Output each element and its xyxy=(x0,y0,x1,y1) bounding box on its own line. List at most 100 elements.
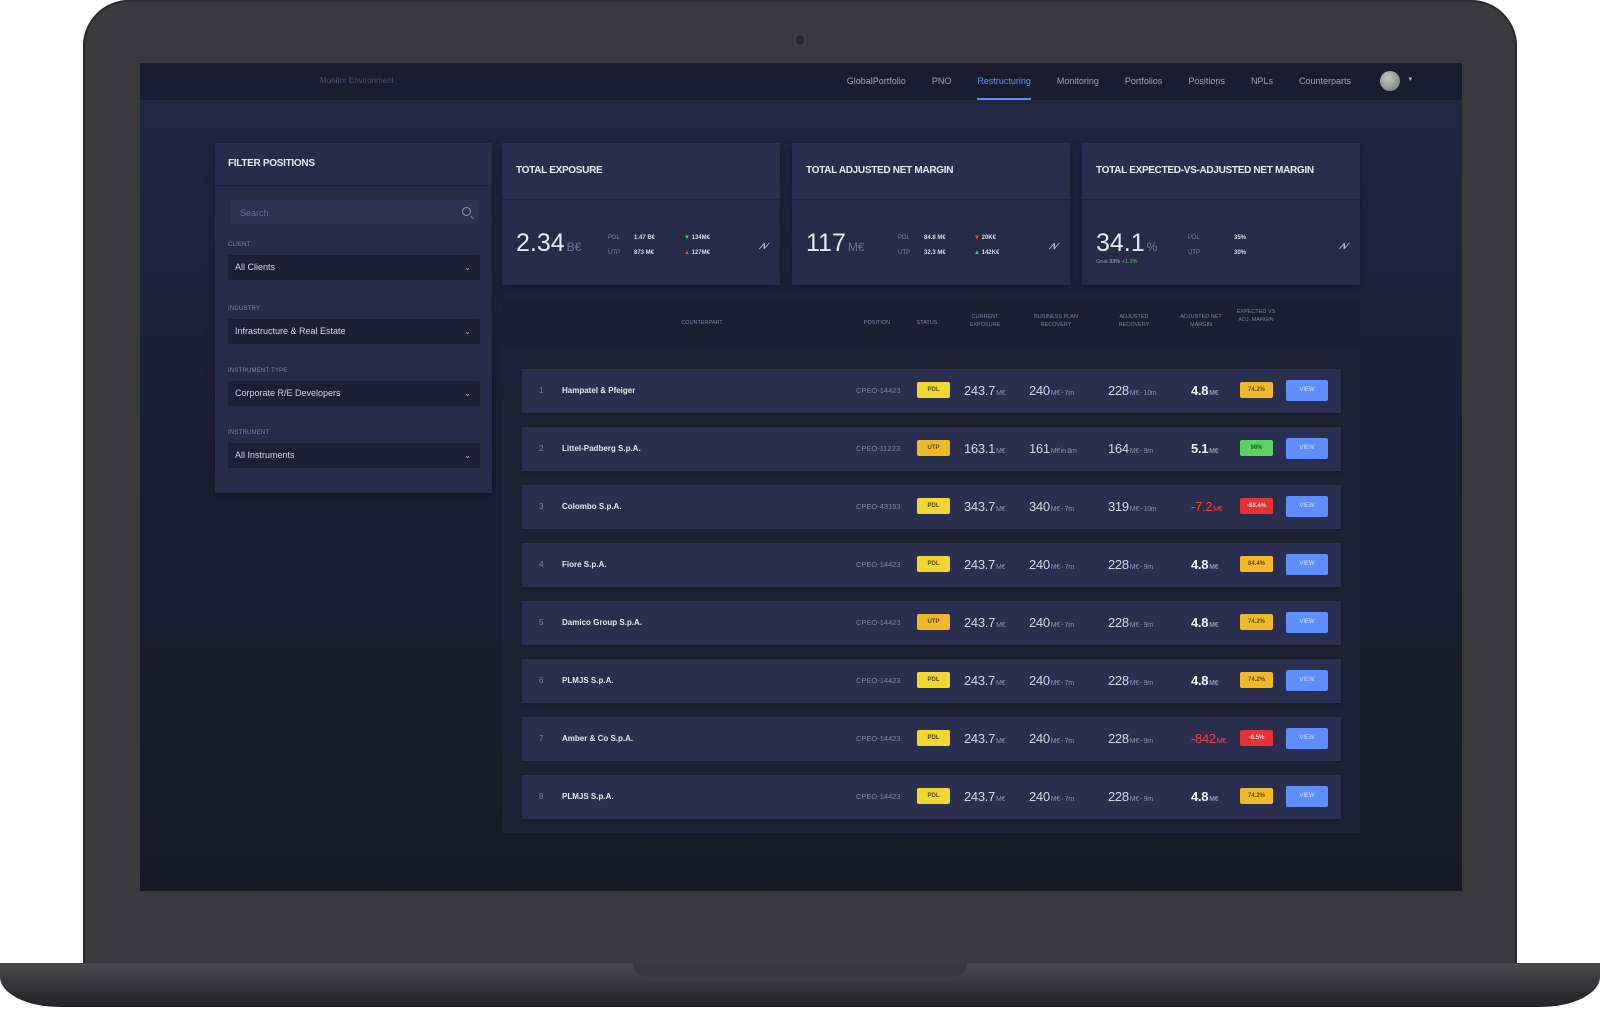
position-id: CPEO-11223 xyxy=(856,444,901,453)
table-row[interactable]: 2 Littel-Padberg S.p.A. CPEO-11223 UTP 163.1… xyxy=(522,427,1341,471)
view-button[interactable]: VIEW xyxy=(1286,554,1328,575)
adjusted-recovery: 228M€- 10m xyxy=(1108,383,1157,398)
client-select[interactable]: All Clients ⌄ xyxy=(228,255,480,280)
expected-vs-adjusted-badge: -6.5% xyxy=(1240,730,1273,746)
industry-label: INDUSTRY xyxy=(228,306,261,312)
table-row[interactable]: 7 Amber & Co S.p.A. CPEO-14423 PDL 243.7M€ 24… xyxy=(522,717,1341,761)
chevron-down-icon: ⌄ xyxy=(464,327,471,336)
adjusted-recovery: 228M€- 9m xyxy=(1108,673,1153,688)
kpi-mini-labels: PDL UTP xyxy=(898,235,910,256)
kpi-value: 2.34 B€ xyxy=(516,229,582,257)
instrument-select[interactable]: All Instruments ⌄ xyxy=(228,443,480,468)
nav-item-positions[interactable]: Positions xyxy=(1188,76,1225,86)
table-row[interactable]: 8 PLMJS S.p.A. CPEO-14423 PDL 243.7M€ 240M€- … xyxy=(522,775,1341,819)
nav-item-counterparts[interactable]: Counterparts xyxy=(1298,76,1351,86)
th-position[interactable]: POSITION xyxy=(863,320,891,326)
adjusted-net-margin: -842M€ xyxy=(1191,731,1226,746)
counterpart-name[interactable]: Fiore S.p.A. xyxy=(562,560,607,569)
adjusted-net-margin: 4.8M€ xyxy=(1191,615,1219,630)
th-business-plan-recovery[interactable]: BUSINESS PLAN RECOVERY xyxy=(1034,314,1078,328)
trend-chart-icon[interactable]: ⩘⩗ xyxy=(1338,238,1349,252)
th-current-exposure[interactable]: CURRENT EXPOSURE xyxy=(969,314,1001,328)
row-index: 8 xyxy=(539,792,544,801)
adjusted-recovery: 319M€- 10m xyxy=(1108,499,1157,514)
camera xyxy=(794,34,806,46)
view-button[interactable]: VIEW xyxy=(1286,728,1328,749)
nav-item-globalportfolio[interactable]: GlobalPortfolio xyxy=(846,76,906,86)
counterpart-name[interactable]: Amber & Co S.p.A. xyxy=(562,734,634,743)
table-row[interactable]: 4 Fiore S.p.A. CPEO-14423 PDL 243.7M€ 240M€- … xyxy=(522,543,1341,587)
adjusted-net-margin: 4.8M€ xyxy=(1191,789,1219,804)
kpi-mini-labels: PDL UTP xyxy=(1188,235,1200,256)
nav-item-npls[interactable]: NPLs xyxy=(1250,76,1273,86)
chevron-down-icon: ⌄ xyxy=(464,263,471,272)
client-label: CLIENT xyxy=(228,242,251,248)
nav-item-portfolios[interactable]: Portfolios xyxy=(1124,76,1163,86)
expected-vs-adjusted-badge: 98% xyxy=(1240,440,1273,456)
adjusted-recovery: 228M€- 9m xyxy=(1108,615,1153,630)
position-id: CPEO-14423 xyxy=(856,676,901,685)
status-badge: PDL xyxy=(917,788,950,804)
counterpart-name[interactable]: PLMJS S.p.A. xyxy=(562,676,614,685)
counterpart-name[interactable]: Hampatel & Pfeiger xyxy=(562,386,636,395)
view-button[interactable]: VIEW xyxy=(1286,612,1328,633)
th-status[interactable]: STATUS xyxy=(916,320,938,326)
th-adjusted-recovery[interactable]: ADJUSTED RECOVERY xyxy=(1118,314,1150,328)
table-header: COUNTERPART POSITION STATUS CURRENT EXPO… xyxy=(502,299,1360,347)
counterpart-name[interactable]: Colombo S.p.A. xyxy=(562,502,622,511)
kpi-value: 34.1% xyxy=(1096,229,1158,257)
kpi-total-adjusted-net-margin: TOTAL ADJUSTED NET MARGIN 117 M€ PDL UTP 8… xyxy=(792,143,1070,285)
trend-chart-icon[interactable]: ⩘⩗ xyxy=(1048,238,1059,252)
instrument-type-select[interactable]: Corporate R/E Developers ⌄ xyxy=(228,381,480,406)
nav-item-restructuring[interactable]: Restructuring xyxy=(964,63,1044,100)
arrow-down-icon: ▼ xyxy=(684,235,690,241)
adjusted-recovery: 228M€- 9m xyxy=(1108,557,1153,572)
kpi-title: TOTAL ADJUSTED NET MARGIN xyxy=(792,143,1070,200)
view-button[interactable]: VIEW xyxy=(1286,786,1328,807)
table-row[interactable]: 5 Damico Group S.p.A. CPEO-14423 UTP 243.7M€… xyxy=(522,601,1341,645)
top-navbar: Monitor Environment GlobalPortfolio PNO Re… xyxy=(140,63,1462,101)
arrow-down-icon: ▼ xyxy=(974,235,980,241)
table-row[interactable]: 1 Hampatel & Pfeiger CPEO-14423 PDL 243.7M€ 2… xyxy=(522,369,1341,413)
adjusted-net-margin: 5.1M€ xyxy=(1191,441,1219,456)
th-adjusted-net-margin[interactable]: ADJUSTED NET MARGIN xyxy=(1180,314,1222,328)
view-button[interactable]: VIEW xyxy=(1286,380,1328,401)
view-button[interactable]: VIEW xyxy=(1286,670,1328,691)
user-avatar[interactable] xyxy=(1380,71,1400,91)
business-plan-recovery: 161M€in 8m xyxy=(1029,441,1077,456)
arrow-up-icon: ▲ xyxy=(974,250,980,256)
position-id: CPEO-14423 xyxy=(856,618,901,627)
adjusted-recovery: 228M€- 9m xyxy=(1108,789,1153,804)
table-row[interactable]: 6 PLMJS S.p.A. CPEO-14423 PDL 243.7M€ 240M€- … xyxy=(522,659,1341,703)
view-button[interactable]: VIEW xyxy=(1286,438,1328,459)
counterpart-name[interactable]: Damico Group S.p.A. xyxy=(562,618,643,627)
nav-item-pno[interactable]: PNO xyxy=(931,76,952,86)
environment-label: Monitor Environment xyxy=(320,76,394,85)
user-menu-caret-icon[interactable]: ▾ xyxy=(1408,76,1412,83)
expected-vs-adjusted-badge: 74.2% xyxy=(1240,614,1273,630)
status-badge: UTP xyxy=(917,614,950,630)
counterpart-name[interactable]: PLMJS S.p.A. xyxy=(562,792,614,801)
position-id: CPEO-14423 xyxy=(856,734,901,743)
search-icon[interactable] xyxy=(462,207,471,216)
status-badge: PDL xyxy=(917,672,950,688)
table-row[interactable]: 3 Colombo S.p.A. CPEO-43153 PDL 343.7M€ 340M€… xyxy=(522,485,1341,529)
status-badge: PDL xyxy=(917,382,950,398)
kpi-title: TOTAL EXPECTED-VS-ADJUSTED NET MARGIN xyxy=(1082,143,1360,200)
kpi-mini-values: 84.8 M€ 32.3 M€ xyxy=(924,235,946,256)
instrument-type-label: INSTRUMENT TYPE xyxy=(228,368,288,374)
th-expected-vs-adjusted[interactable]: EXPECTED VS ADJ. MARGIN xyxy=(1236,309,1276,323)
nav-item-monitoring[interactable]: Monitoring xyxy=(1056,76,1099,86)
laptop-notch xyxy=(633,963,967,977)
search-input[interactable] xyxy=(238,200,460,226)
view-button[interactable]: VIEW xyxy=(1286,496,1328,517)
status-badge: PDL xyxy=(917,730,950,746)
main-nav: GlobalPortfolio PNO Restructuring Monitorin… xyxy=(834,63,1364,100)
th-counterpart[interactable]: COUNTERPART xyxy=(681,320,723,326)
adjusted-net-margin: -7.2M€ xyxy=(1191,499,1223,514)
trend-chart-icon[interactable]: ⩘⩗ xyxy=(758,238,769,252)
business-plan-recovery: 240M€- 7m xyxy=(1029,383,1074,398)
industry-select[interactable]: Infrastructure & Real Estate ⌄ xyxy=(228,319,480,344)
row-index: 6 xyxy=(539,676,544,685)
counterpart-name[interactable]: Littel-Padberg S.p.A. xyxy=(562,444,641,453)
